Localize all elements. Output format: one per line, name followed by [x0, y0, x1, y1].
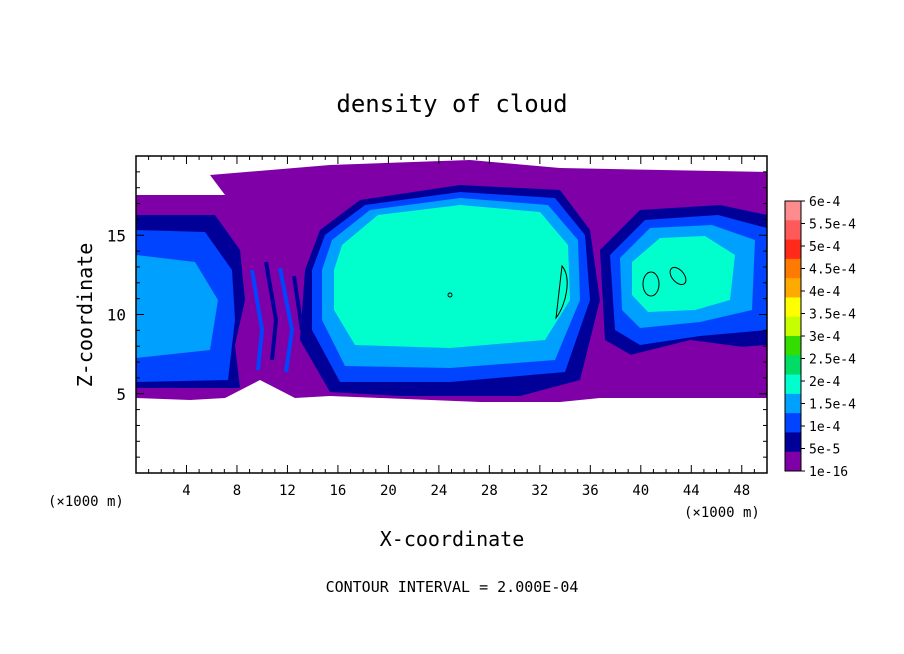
colorbar-label: 5.5e-4: [809, 218, 856, 233]
x-tick-label: 24: [430, 483, 447, 499]
colorbar-label: 6e-4: [809, 195, 840, 210]
colorbar-label: 1.5e-4: [809, 398, 856, 413]
x-unit-right: (×1000 m): [684, 505, 760, 521]
colorbar-swatch: [785, 316, 801, 337]
contour-interval-footer: CONTOUR INTERVAL = 2.000E-04: [326, 578, 579, 596]
lower-right-band: [610, 340, 767, 390]
colorbar-label: 4.5e-4: [809, 263, 856, 278]
central-cloud-core: [334, 205, 570, 348]
colorbar-label: 5e-4: [809, 240, 840, 255]
colorbar-label: 1e-4: [809, 420, 840, 435]
y-tick-label: 15: [107, 226, 126, 245]
colorbar-label: 5e-5: [809, 443, 840, 458]
x-tick-label: 16: [329, 483, 346, 499]
x-tick-label: 32: [531, 483, 548, 499]
colorbar-swatch: [785, 336, 801, 356]
x-tick-label: 36: [582, 483, 599, 499]
colorbar-swatch: [785, 413, 801, 433]
colorbar-swatch: [785, 297, 801, 318]
x-tick-label: 44: [683, 483, 700, 499]
x-tick-label: 48: [733, 483, 750, 499]
colorbar: 6e-4 5.5e-4 5e-4 4.5e-4 4e-4 3.5e-4 3e-4 2.5e-4…: [784, 195, 856, 480]
colorbar-swatch: [785, 201, 801, 221]
colorbar-label: 2.5e-4: [809, 353, 856, 368]
contour-line: [669, 266, 687, 286]
x-tick-label: 20: [380, 483, 397, 499]
colorbar-swatch: [785, 451, 801, 472]
colorbar-swatch: [785, 374, 801, 395]
x-axis-label: X-coordinate: [380, 527, 525, 551]
colorbar-label: 3e-4: [809, 330, 840, 345]
colorbar-swatch: [785, 432, 801, 453]
x-unit-left: (×1000 m): [48, 494, 124, 510]
colorbar-label: 1e-16: [809, 465, 848, 480]
x-tick-label: 12: [279, 483, 296, 499]
contour-line: [447, 292, 453, 298]
x-tick-label: 28: [481, 483, 498, 499]
colorbar-label: 2e-4: [809, 375, 840, 390]
colorbar-swatch: [785, 355, 801, 376]
density-field: [136, 156, 767, 473]
x-tick-label: 40: [632, 483, 649, 499]
y-tick-label: 5: [116, 385, 126, 404]
left-cloud-light: [136, 255, 218, 358]
colorbar-label: 4e-4: [809, 285, 840, 300]
chart-title: density of cloud: [336, 90, 567, 118]
colorbar-swatch: [785, 278, 801, 298]
colorbar-swatch: [785, 393, 801, 414]
x-tick-label: 8: [233, 483, 241, 499]
colorbar-swatch: [785, 258, 801, 279]
contour-line: [642, 271, 660, 297]
y-tick-label: 10: [107, 306, 126, 325]
colorbar-swatch: [785, 220, 801, 241]
colorbar-label: 3.5e-4: [809, 308, 856, 323]
colorbar-swatch: [785, 239, 801, 260]
x-tick-label: 4: [182, 483, 190, 499]
contour-line: [555, 264, 568, 320]
y-axis-label: Z-coordinate: [73, 243, 97, 388]
turbulent-streaks: [250, 261, 304, 373]
